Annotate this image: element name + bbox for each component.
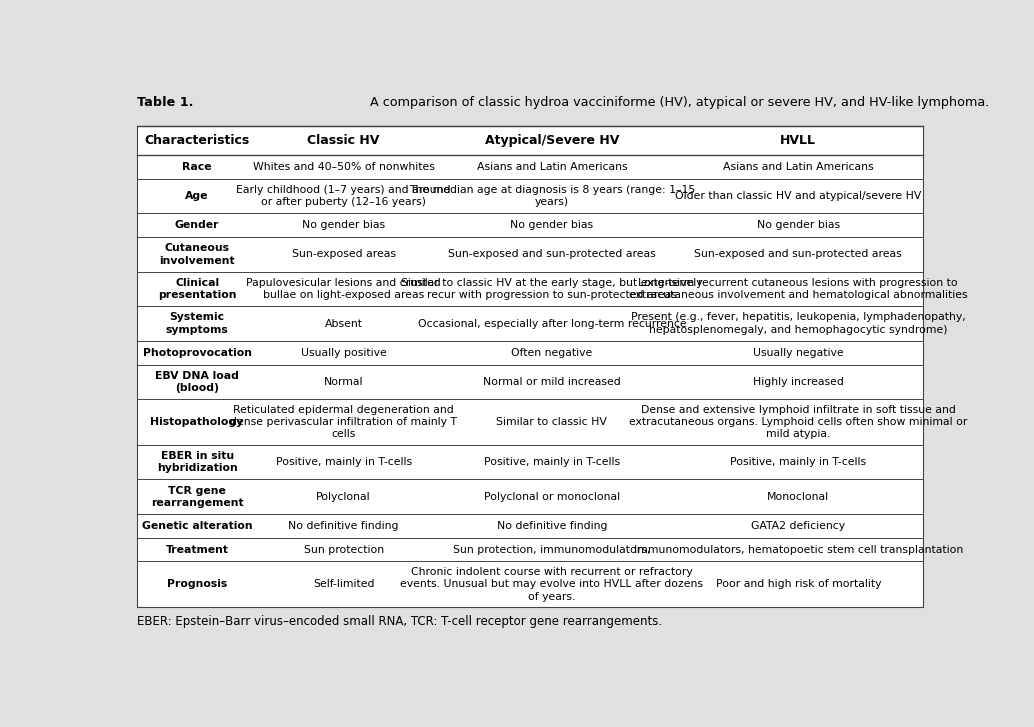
Text: Normal or mild increased: Normal or mild increased	[483, 377, 620, 387]
Text: Race: Race	[182, 162, 212, 172]
Text: Clinical
presentation: Clinical presentation	[158, 278, 237, 300]
Text: Systemic
symptoms: Systemic symptoms	[165, 313, 229, 334]
Text: Age: Age	[185, 191, 209, 201]
Text: Older than classic HV and atypical/severe HV: Older than classic HV and atypical/sever…	[675, 191, 921, 201]
Bar	[136, 126, 923, 607]
Text: Usually negative: Usually negative	[753, 348, 844, 358]
Text: Monoclonal: Monoclonal	[767, 491, 829, 502]
Text: Present (e.g., fever, hepatitis, leukopenia, lymphadenopathy,
hepatosplenomegaly: Present (e.g., fever, hepatitis, leukope…	[631, 313, 966, 334]
Text: Early childhood (1–7 years) and around
or after puberty (12–16 years): Early childhood (1–7 years) and around o…	[237, 185, 451, 207]
Text: No gender bias: No gender bias	[757, 220, 840, 230]
Text: EBER: Epstein–Barr virus–encoded small RNA, TCR: T-cell receptor gene rearrangem: EBER: Epstein–Barr virus–encoded small R…	[136, 615, 662, 628]
Text: GATA2 deficiency: GATA2 deficiency	[752, 521, 846, 531]
Text: No gender bias: No gender bias	[511, 220, 594, 230]
Text: Table 1.: Table 1.	[136, 97, 193, 110]
Text: Sun-exposed and sun-protected areas: Sun-exposed and sun-protected areas	[448, 249, 656, 260]
Text: Often negative: Often negative	[511, 348, 592, 358]
Text: The median age at diagnosis is 8 years (range: 1–15
years): The median age at diagnosis is 8 years (…	[408, 185, 695, 207]
Text: Positive, mainly in T-cells: Positive, mainly in T-cells	[484, 457, 620, 467]
Text: Absent: Absent	[325, 318, 363, 329]
Text: Histopathology: Histopathology	[151, 417, 244, 427]
Text: Polyclonal: Polyclonal	[316, 491, 371, 502]
Text: Characteristics: Characteristics	[145, 134, 250, 147]
Text: Polyclonal or monoclonal: Polyclonal or monoclonal	[484, 491, 620, 502]
Text: Reticulated epidermal degeneration and
dense perivascular infiltration of mainly: Reticulated epidermal degeneration and d…	[231, 405, 457, 439]
Text: Similar to classic HV: Similar to classic HV	[496, 417, 607, 427]
Text: Classic HV: Classic HV	[307, 134, 379, 147]
Text: Sun-exposed and sun-protected areas: Sun-exposed and sun-protected areas	[695, 249, 903, 260]
Text: EBER in situ
hybridization: EBER in situ hybridization	[157, 451, 238, 473]
Text: No definitive finding: No definitive finding	[496, 521, 607, 531]
Text: A comparison of classic hydroa vacciniforme (HV), atypical or severe HV, and HV-: A comparison of classic hydroa vaccinifo…	[366, 97, 989, 110]
Text: Dense and extensive lymphoid infiltrate in soft tissue and
extracutaneous organs: Dense and extensive lymphoid infiltrate …	[629, 405, 968, 439]
Text: Sun protection, immunomodulators,: Sun protection, immunomodulators,	[453, 545, 650, 555]
Text: Usually positive: Usually positive	[301, 348, 387, 358]
Text: Photoprovocation: Photoprovocation	[143, 348, 251, 358]
Text: No gender bias: No gender bias	[302, 220, 386, 230]
Text: Poor and high risk of mortality: Poor and high risk of mortality	[716, 579, 881, 589]
Text: EBV DNA load
(blood): EBV DNA load (blood)	[155, 371, 239, 393]
Text: Long-term recurrent cutaneous lesions with progression to
extracutaneous involve: Long-term recurrent cutaneous lesions wi…	[629, 278, 968, 300]
Text: Positive, mainly in T-cells: Positive, mainly in T-cells	[276, 457, 412, 467]
Text: Highly increased: Highly increased	[753, 377, 844, 387]
Text: Papulovesicular lesions and crusted
bullae on light-exposed areas: Papulovesicular lesions and crusted bull…	[246, 278, 442, 300]
Text: Sun-exposed areas: Sun-exposed areas	[292, 249, 396, 260]
Text: Immunomodulators, hematopoetic stem cell transplantation: Immunomodulators, hematopoetic stem cell…	[634, 545, 963, 555]
Text: Treatment: Treatment	[165, 545, 229, 555]
Text: Cutaneous
involvement: Cutaneous involvement	[159, 243, 235, 265]
Text: Genetic alteration: Genetic alteration	[142, 521, 252, 531]
Text: Asians and Latin Americans: Asians and Latin Americans	[723, 162, 874, 172]
Text: Similar to classic HV at the early stage, but extensively
recur with progression: Similar to classic HV at the early stage…	[401, 278, 703, 300]
Text: Occasional, especially after long-term recurrence: Occasional, especially after long-term r…	[418, 318, 687, 329]
Text: Self-limited: Self-limited	[313, 579, 374, 589]
Text: Asians and Latin Americans: Asians and Latin Americans	[477, 162, 628, 172]
Text: Sun protection: Sun protection	[304, 545, 384, 555]
Text: Prognosis: Prognosis	[168, 579, 227, 589]
Text: Normal: Normal	[324, 377, 363, 387]
Text: Whites and 40–50% of nonwhites: Whites and 40–50% of nonwhites	[252, 162, 434, 172]
Text: HVLL: HVLL	[781, 134, 816, 147]
Text: Positive, mainly in T-cells: Positive, mainly in T-cells	[730, 457, 866, 467]
Text: No definitive finding: No definitive finding	[288, 521, 399, 531]
Text: Atypical/Severe HV: Atypical/Severe HV	[485, 134, 619, 147]
Text: TCR gene
rearrangement: TCR gene rearrangement	[151, 486, 243, 508]
Text: Chronic indolent course with recurrent or refractory
events. Unusual but may evo: Chronic indolent course with recurrent o…	[400, 567, 703, 602]
Text: Gender: Gender	[175, 220, 219, 230]
